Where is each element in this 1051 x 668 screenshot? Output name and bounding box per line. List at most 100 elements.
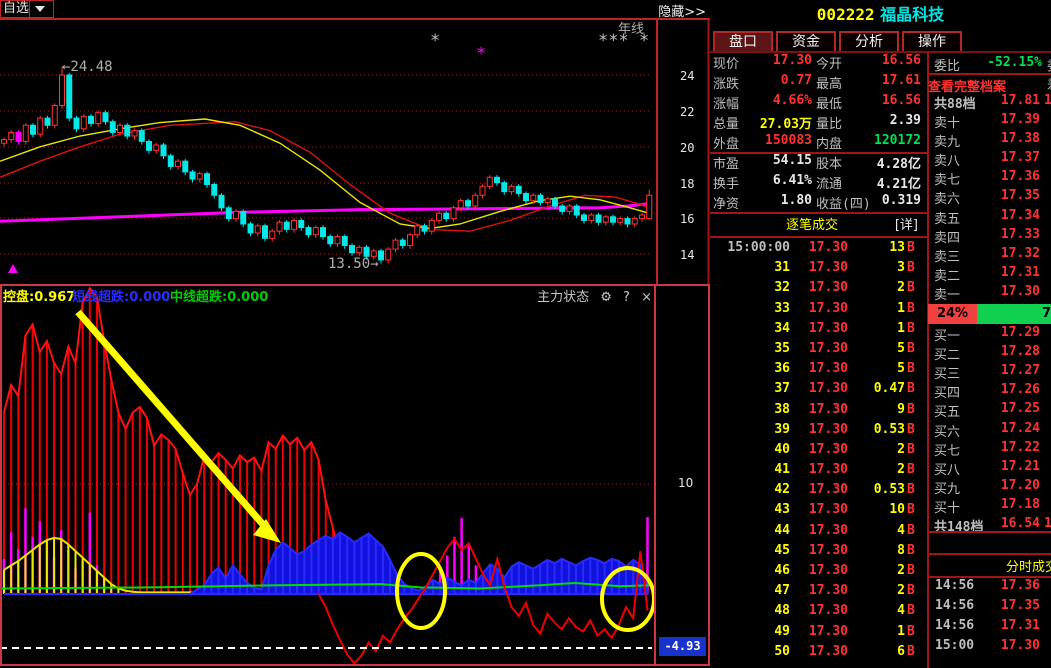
help-icon[interactable]: ? [623,290,630,305]
level-label: 买五 [934,405,961,421]
tick-row: 38 17.30 9 B [710,402,928,422]
level-price: 17.18 [1000,496,1040,512]
tick-time: 42 [774,482,790,498]
order-book-row: 买三 17.27 [928,363,1051,382]
level-price: 17.37 [1000,150,1040,166]
quote-row: 市盈 54.15 股本 4.28亿 [710,153,928,173]
quote-pane: 002222 福晶科技 盘口 资金 分析 操作 现价 17.30 今开 16.56 涨跌… [710,0,1051,668]
quote-value: 120172 [874,133,921,148]
svg-text:*: * [476,44,486,64]
tick-time: 46 [774,563,790,578]
tab-caozuo[interactable]: 操作 [902,31,962,53]
weibi-value: -52.15% [987,55,1042,70]
level-label: 卖四 [934,230,961,246]
indicator-panel-controls: 主力状态 ⚙ ? × [537,286,652,305]
indicator-chart[interactable] [0,284,710,666]
quote-label: 涨幅 [713,97,740,112]
order-book-row: 卖五 17.34 [928,208,1051,227]
tick-price: 17.30 [808,260,848,276]
weicha-label: 委差 [1047,55,1051,93]
daily-candlestick-chart[interactable]: 24 22 20 18 16 14 ←24.48 13.50→ 年线 * * *** * [0,19,710,284]
tick-time: 33 [774,300,790,316]
tick-volume: 5 [897,340,905,356]
quote-label: 内盘 [816,137,843,152]
svg-text:20: 20 [680,141,694,155]
close-icon[interactable]: × [641,290,652,305]
level-price: 17.32 [1000,245,1040,261]
level-label: 买三 [934,367,961,383]
divider [710,212,928,214]
quote-value: 4.21亿 [876,177,921,192]
divider [928,576,1051,578]
quote-value: 6.41% [772,173,812,188]
order-book-row: 买四 17.26 [928,382,1051,401]
order-book-row: 卖四 17.33 [928,227,1051,246]
order-book-row: 卖二 17.31 [928,265,1051,284]
tick-time: 50 [774,643,790,659]
tick-buy-flag: B [907,542,915,558]
order-book-row: 买六 17.24 [928,421,1051,440]
stock-code: 002222 [816,5,875,24]
level-price: 17.29 [1000,325,1040,341]
indicator-value-midterm: 中线超跌:0.000 [170,290,269,305]
tick-time: 48 [774,603,790,619]
tick-volume: 3 [897,260,905,276]
tick-volume: 0.47 [873,381,905,397]
tick-volume: 2 [897,441,905,457]
tick-time: 49 [774,623,790,639]
order-book-row: 买八 17.21 [928,459,1051,478]
ratio-red-segment: 24% [928,304,977,325]
quote-value: 0.77 [780,73,812,88]
level-price: 17.25 [1000,401,1040,417]
tick-volume: 5 [897,361,905,377]
svg-text:22: 22 [680,105,694,119]
tick-time: 43 [774,502,790,518]
watchlist-label: 自选 [3,1,30,16]
tick-time: 38 [774,401,790,417]
tick-buy-flag: B [907,441,915,457]
watchlist-dropdown-button[interactable] [29,1,50,17]
level-label: 买四 [934,386,961,402]
tick-price: 17.30 [808,462,848,478]
minute-price: 17.31 [1000,618,1040,633]
level-label: 买八 [934,462,961,478]
tick-time: 15:00:00 [727,240,790,255]
quote-value: 1.80 [780,193,812,208]
tick-price: 17.30 [808,482,848,498]
hide-panel-button[interactable]: 隐藏>> [658,5,706,20]
quote-label: 最高 [816,77,843,92]
tick-time: 40 [774,441,790,457]
tab-fenxi[interactable]: 分析 [839,31,899,53]
tick-row: 32 17.30 2 B [710,280,928,300]
level-label: 买九 [934,481,961,497]
tick-row: 34 17.30 1 B [710,321,928,341]
left-top-bar: 自选 隐藏>> [0,0,710,20]
svg-text:13.50→: 13.50→ [328,256,379,272]
level-label: 卖十 [934,116,961,132]
level-label: 买一 [934,329,961,345]
tab-zijin[interactable]: 资金 [776,31,836,53]
tick-buy-flag: B [907,260,915,276]
tick-price: 17.30 [808,522,848,538]
order-book-row: 卖九 17.38 [928,131,1051,150]
view-full-orderbook-link[interactable]: 查看完整档案 [928,80,1007,95]
tick-price: 17.30 [808,643,848,659]
divider [927,52,929,668]
level-price: 17.33 [1000,226,1040,242]
tab-pankou[interactable]: 盘口 [713,31,773,53]
tick-row: 35 17.30 5 B [710,341,928,361]
watchlist-selector[interactable]: 自选 [0,0,54,18]
tick-buy-flag: B [907,603,915,619]
ratio-green-segment: 7 [977,304,1051,325]
tick-detail-link[interactable]: [详] [894,218,918,233]
tick-row: 48 17.30 4 B [710,603,928,623]
quote-label: 最低 [816,97,843,112]
divider [710,152,928,154]
indicator-last-value-badge: -4.93 [659,637,706,656]
svg-text:*** *: *** * [598,31,649,51]
tick-price: 17.30 [808,401,848,417]
gear-icon[interactable]: ⚙ [600,290,612,305]
weibi-label: 委比 [934,59,961,74]
tick-volume: 2 [897,583,905,599]
